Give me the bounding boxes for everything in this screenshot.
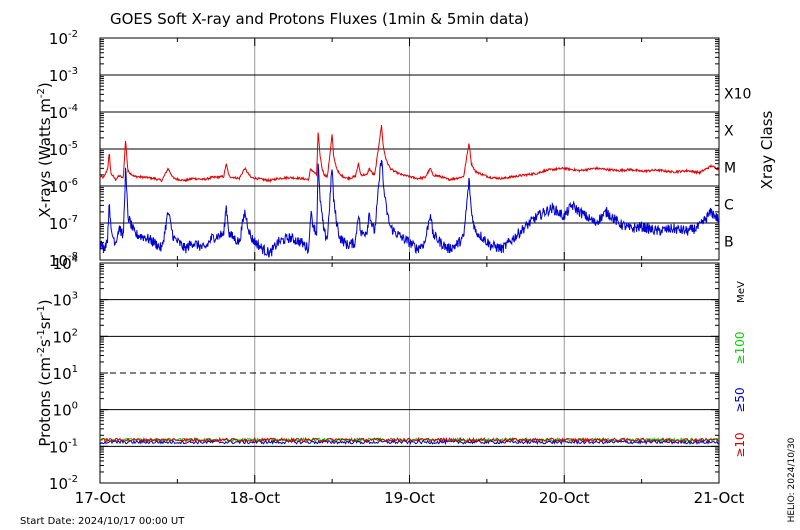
xray-class-label: M (724, 160, 736, 176)
proton-energy-label-100: ≥100 (733, 332, 747, 365)
proton-y-ticks: 104 103 102 101 100 10-1 10-2 (49, 254, 719, 493)
xray-tick-label: 10-4 (49, 103, 78, 122)
x-tick-label: 19-Oct (384, 489, 435, 507)
x-tick-label: 18-Oct (229, 489, 280, 507)
xray-class-label: X (724, 123, 734, 139)
xray-tick-label: 10-3 (49, 66, 78, 85)
proton-tick-label: 103 (53, 291, 78, 310)
xray-class-label: B (724, 234, 734, 250)
xray-tick-label: 10-6 (49, 177, 78, 196)
xray-class-label: C (724, 197, 734, 213)
proton-energy-label-10: ≥10 (733, 432, 747, 457)
proton-series-line (99, 436, 720, 443)
xray-tick-label: 10-5 (49, 140, 78, 159)
proton-tick-label: 100 (53, 401, 78, 420)
xray-tick-label: 10-7 (49, 214, 78, 233)
proton-series-group (99, 436, 720, 446)
x-tick-label: 20-Oct (539, 489, 590, 507)
start-date-label: Start Date: 2024/10/17 00:00 UT (20, 516, 185, 527)
xray-tick-label: 10-2 (49, 29, 78, 48)
xray-panel: 10-2 10-3 10-4 10-5 10-6 10-7 10-8 X10 X M C B X-r… (36, 29, 776, 270)
xray-y-axis-label: X-rays (Watts m-2) (36, 82, 54, 217)
proton-series-line (99, 439, 720, 446)
proton-gridlines (100, 263, 719, 483)
helio-date-stamp: HELIO: 2024/10/30 (787, 437, 797, 522)
x-axis-ticks: 17-Oct 18-Oct 19-Oct 20-Oct 21-Oct (75, 38, 745, 507)
proton-tick-label: 101 (53, 364, 78, 383)
x-tick-label: 21-Oct (694, 489, 745, 507)
proton-y-axis-label: Protons (cm-2s-1sr-1) (36, 299, 54, 446)
proton-tick-label: 102 (53, 327, 78, 346)
xray-class-label: X10 (724, 86, 751, 102)
xray-series-short (99, 159, 720, 258)
proton-unit-label: MeV (736, 281, 747, 303)
chart-title: GOES Soft X-ray and Protons Fluxes (1min… (110, 10, 529, 28)
xray-series-group (99, 125, 720, 258)
xray-class-labels: X10 X M C B (724, 86, 751, 250)
xray-y-ticks: 10-2 10-3 10-4 10-5 10-6 10-7 10-8 (49, 29, 719, 270)
proton-tick-label: 10-2 (49, 474, 78, 493)
xray-class-axis-label: Xray Class (758, 110, 776, 189)
xray-series-long (99, 125, 720, 184)
x-tick-label: 17-Oct (75, 489, 126, 507)
proton-panel: 104 103 102 101 100 10-1 10-2 Protons (cm-2s-1… (36, 254, 747, 493)
proton-tick-label: 104 (53, 254, 78, 273)
proton-tick-label: 10-1 (49, 437, 78, 456)
xray-tick-label: 10-8 (49, 251, 78, 270)
proton-energy-label-50: ≥50 (733, 387, 747, 412)
